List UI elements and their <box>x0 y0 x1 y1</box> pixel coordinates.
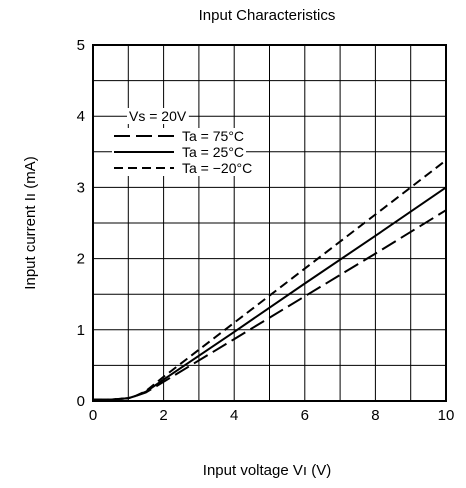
x-tick-label: 6 <box>301 407 309 424</box>
chart-title: Input Characteristics <box>199 7 336 24</box>
x-tick-label: 2 <box>159 407 167 424</box>
legend-header-bg <box>127 108 189 124</box>
series-layer <box>93 159 447 401</box>
y-tick-label: 0 <box>77 393 85 410</box>
y-tick-label: 4 <box>77 108 85 125</box>
y-tick-label: 5 <box>77 37 85 54</box>
x-tick-label: 8 <box>371 407 379 424</box>
x-tick-label: 4 <box>230 407 238 424</box>
legend-entry-bg <box>112 160 255 176</box>
legend-entry-bg <box>112 144 247 160</box>
x-axis-ticks: 0 2 4 6 8 10 <box>89 407 455 424</box>
y-tick-label: 1 <box>77 322 85 339</box>
x-tick-label: 10 <box>438 407 455 424</box>
legend-header: Vs = 20V <box>129 108 187 124</box>
legend-entry-label: Ta = 75°C <box>182 128 244 144</box>
legend-entry-label: Ta = −20°C <box>182 160 252 176</box>
series-line-3 <box>93 159 447 401</box>
y-axis-label: Input current Iı (mA) <box>22 156 39 289</box>
x-tick-label: 0 <box>89 407 97 424</box>
legend-entry-bg <box>112 128 247 144</box>
y-tick-label: 2 <box>77 251 85 268</box>
plot-frame <box>92 44 447 402</box>
y-tick-label: 3 <box>77 179 85 196</box>
x-axis-label: Input voltage Vı (V) <box>203 462 331 479</box>
legend: Vs = 20V Ta = 75°CTa = 25°CTa = −20°C <box>112 108 255 176</box>
series-line-2 <box>93 186 447 401</box>
y-axis-ticks: 0 1 2 3 4 5 <box>77 37 85 410</box>
legend-entry-label: Ta = 25°C <box>182 144 244 160</box>
